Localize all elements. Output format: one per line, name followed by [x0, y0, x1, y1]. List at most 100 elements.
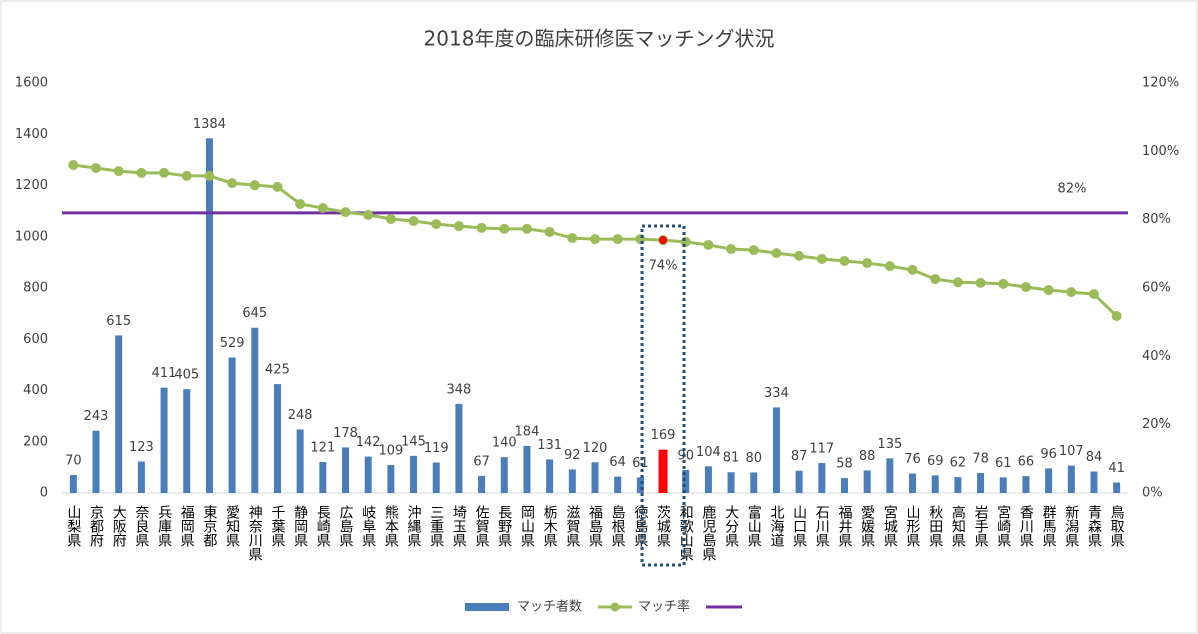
bar-value-label: 61 [995, 456, 1012, 471]
bar [1067, 465, 1075, 493]
bar-value-label: 131 [537, 438, 562, 453]
bar-value-label: 405 [174, 368, 199, 383]
line-marker [272, 181, 283, 192]
x-tick-label: 千葉県 [269, 505, 285, 547]
bar-value-label: 425 [265, 363, 290, 378]
x-tick-label: 和歌山県 [678, 505, 694, 561]
y2-tick-label: 120% [1142, 76, 1179, 91]
x-tick-label: 長野県 [496, 505, 512, 547]
line-marker [1020, 281, 1031, 292]
line-marker [317, 203, 328, 214]
bar [92, 430, 100, 493]
y2-tick-label: 40% [1142, 349, 1171, 364]
line-marker [1111, 311, 1122, 322]
bar-value-label: 184 [515, 424, 540, 439]
x-tick-label: 栃木県 [542, 505, 558, 547]
x-tick-label: 兵庫県 [156, 505, 172, 547]
bar-value-label: 109 [378, 444, 403, 459]
bar-value-label: 243 [84, 409, 109, 424]
line-marker [295, 198, 306, 209]
bar-value-label: 62 [950, 456, 967, 471]
y2-tick-label: 0% [1142, 486, 1163, 501]
bar [591, 462, 599, 493]
y2-tick-label: 60% [1142, 281, 1171, 296]
bar-value-label: 334 [764, 386, 789, 401]
line-marker [794, 250, 805, 261]
line-marker [544, 226, 555, 237]
bar [342, 447, 350, 493]
bar [704, 466, 712, 493]
bar-value-label: 80 [745, 451, 762, 466]
bar [319, 461, 327, 493]
line-marker [748, 245, 759, 256]
line-marker [249, 180, 260, 191]
y-tick-label: 600 [23, 332, 48, 347]
x-tick-label: 北海道 [768, 505, 784, 548]
line-marker [884, 261, 895, 272]
line-marker [771, 248, 782, 259]
line-marker [340, 207, 351, 218]
chart-title: 2018年度の臨床研修医マッチング状況 [424, 27, 775, 51]
bar-value-label: 121 [310, 440, 335, 455]
line-marker [68, 160, 79, 170]
x-tick-label: 高知県 [950, 504, 966, 547]
bar [727, 472, 735, 493]
x-tick-label: 山口県 [791, 505, 807, 547]
bar-value-label: 123 [129, 440, 154, 455]
y-tick-label: 1600 [15, 76, 48, 91]
x-tick-label: 岩手県 [973, 505, 989, 547]
x-tick-label: 宮崎県 [995, 505, 1011, 547]
x-tick-label: 岐阜県 [360, 505, 376, 547]
bar-value-label: 67 [473, 454, 490, 469]
line-marker [227, 178, 238, 189]
x-tick-label: 大分県 [723, 505, 739, 547]
bar-value-label: 169 [651, 428, 676, 443]
line-marker [1066, 287, 1077, 298]
y2-tick-label: 80% [1142, 212, 1171, 227]
bar [273, 384, 281, 493]
bar-value-label: 81 [723, 451, 740, 466]
line-marker [975, 277, 986, 288]
reference-label: 82% [1058, 181, 1087, 196]
line-marker [930, 274, 941, 285]
bar [682, 469, 690, 493]
bar [840, 478, 848, 493]
bar [523, 445, 531, 493]
bar [954, 477, 962, 493]
bar-value-label: 529 [220, 336, 245, 351]
bar [183, 389, 191, 493]
bar [364, 456, 372, 493]
bar [251, 327, 259, 493]
x-tick-label: 香川県 [1018, 505, 1034, 547]
x-tick-label: 奈良県 [133, 505, 149, 547]
bar-value-label: 41 [1108, 461, 1125, 476]
line-marker [363, 209, 374, 220]
bar [1113, 482, 1121, 493]
bar [795, 470, 803, 493]
bar-value-label: 145 [401, 434, 426, 449]
bar [636, 477, 644, 493]
bar [546, 459, 554, 493]
bar-value-label: 69 [927, 454, 944, 469]
bar-value-label: 61 [632, 456, 649, 471]
line-marker [1088, 289, 1099, 300]
line-marker [1043, 285, 1054, 296]
y-tick-label: 800 [23, 281, 48, 296]
line-marker [816, 253, 827, 264]
bar [886, 458, 894, 493]
bar [478, 475, 486, 493]
x-tick-label: 山形県 [905, 505, 921, 547]
x-tick-label: 愛媛県 [859, 505, 875, 547]
bar-value-label: 70 [65, 454, 82, 469]
line-marker [567, 233, 578, 244]
bar [568, 469, 576, 493]
x-tick-label: 宮城県 [882, 505, 898, 547]
bar [228, 357, 236, 493]
line-marker [204, 170, 215, 181]
x-tick-label: 熊本県 [383, 505, 399, 547]
bar [296, 429, 304, 493]
bar [455, 403, 463, 493]
x-tick-label: 東京都 [201, 505, 217, 547]
bar [931, 475, 939, 493]
x-tick-label: 茨城県 [655, 505, 671, 547]
